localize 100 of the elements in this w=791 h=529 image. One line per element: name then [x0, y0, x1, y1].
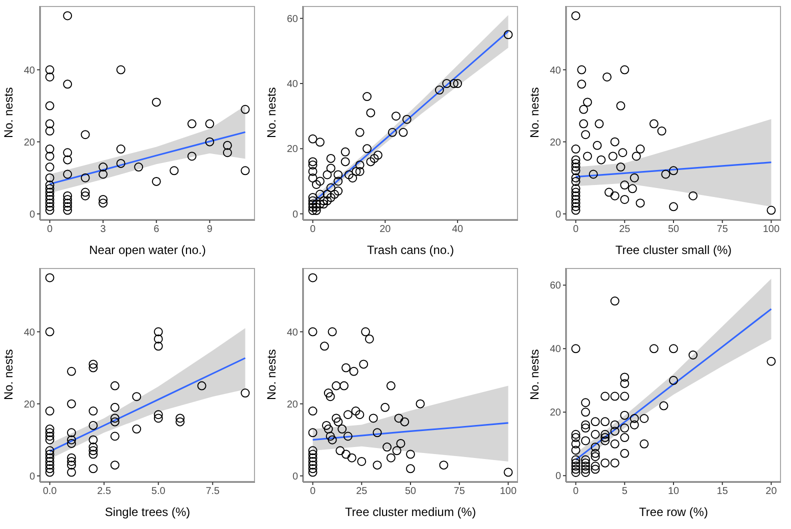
point [205, 119, 214, 128]
point [380, 402, 390, 412]
point [688, 350, 698, 360]
y-tick-label: 20 [550, 137, 562, 148]
y-tick-label: 0 [292, 471, 298, 482]
point [63, 11, 72, 20]
point [80, 191, 90, 200]
point [88, 435, 98, 444]
point [766, 206, 776, 215]
point [45, 191, 54, 200]
point [63, 80, 72, 89]
x-axis-title: Tree cluster medium (%) [345, 505, 476, 519]
point [45, 72, 54, 82]
point [579, 119, 588, 128]
point [571, 433, 580, 442]
point [649, 344, 658, 354]
point [66, 399, 76, 408]
y-tick-label: 40 [286, 327, 298, 338]
point [45, 119, 54, 128]
point [571, 184, 580, 194]
point [88, 420, 98, 430]
point [45, 194, 54, 204]
point [45, 435, 54, 444]
point [392, 112, 401, 121]
point [324, 388, 333, 398]
point [170, 166, 179, 176]
point [620, 424, 630, 433]
point [88, 442, 98, 452]
point [579, 104, 588, 114]
point [98, 194, 108, 204]
point [45, 273, 54, 282]
point [352, 166, 361, 176]
point [590, 417, 600, 426]
point [600, 430, 610, 439]
point [342, 450, 350, 459]
point [581, 408, 590, 417]
point [590, 448, 600, 458]
point [659, 401, 668, 410]
point [661, 170, 670, 179]
point [240, 166, 250, 176]
point [571, 144, 580, 154]
point [602, 72, 612, 82]
point [308, 456, 318, 466]
point [66, 438, 76, 448]
point [98, 198, 108, 208]
point [45, 468, 54, 477]
point [347, 453, 356, 462]
point [312, 206, 321, 216]
point [581, 130, 590, 140]
point [402, 114, 412, 124]
point [328, 435, 337, 444]
y-tick-label: 60 [286, 14, 298, 25]
point [571, 162, 580, 172]
point [116, 158, 126, 168]
x-tick-label: 7.5 [206, 486, 220, 498]
point [316, 176, 325, 186]
point [116, 144, 126, 154]
point [396, 438, 406, 448]
point [240, 104, 250, 114]
point [66, 453, 76, 462]
point [632, 152, 641, 161]
point [154, 334, 163, 344]
y-axis-title: No. nests [527, 349, 542, 400]
point [308, 173, 318, 182]
point [45, 173, 54, 182]
point [657, 126, 666, 136]
point [382, 442, 392, 452]
point [571, 191, 580, 200]
point [326, 392, 335, 402]
point [618, 148, 628, 158]
point [669, 166, 678, 176]
point [66, 456, 76, 466]
point [222, 140, 232, 150]
x-tick-label: 20 [380, 224, 392, 236]
point [636, 144, 645, 154]
point [110, 402, 120, 412]
point [312, 202, 321, 212]
point [80, 188, 90, 197]
point [45, 144, 54, 154]
point [571, 202, 580, 212]
point [577, 80, 586, 89]
point [610, 426, 620, 436]
point [640, 414, 649, 423]
point [571, 188, 580, 197]
point [154, 410, 163, 420]
point [308, 160, 318, 170]
x-tick-label: 25 [619, 224, 631, 236]
point [332, 381, 341, 390]
point [308, 196, 318, 206]
point [319, 200, 328, 209]
point [620, 379, 630, 388]
point [154, 342, 163, 351]
point [308, 273, 318, 282]
point [364, 334, 374, 344]
point [571, 155, 580, 164]
point [328, 327, 337, 336]
point [610, 439, 620, 448]
y-tick-label: 40 [24, 327, 36, 338]
point [66, 428, 76, 438]
point [571, 458, 580, 468]
